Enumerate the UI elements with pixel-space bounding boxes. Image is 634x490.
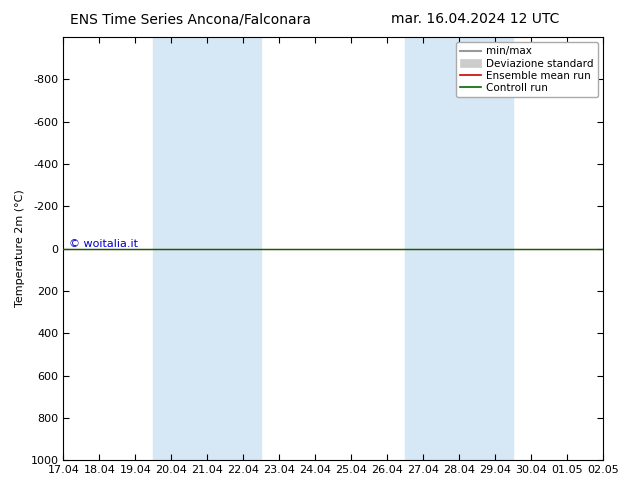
Text: mar. 16.04.2024 12 UTC: mar. 16.04.2024 12 UTC: [391, 12, 560, 26]
Bar: [153, 37, 261, 460]
Text: ENS Time Series Ancona/Falconara: ENS Time Series Ancona/Falconara: [70, 12, 311, 26]
Text: © woitalia.it: © woitalia.it: [69, 239, 138, 248]
Legend: min/max, Deviazione standard, Ensemble mean run, Controll run: min/max, Deviazione standard, Ensemble m…: [456, 42, 598, 97]
Bar: [405, 37, 513, 460]
Y-axis label: Temperature 2m (°C): Temperature 2m (°C): [15, 190, 25, 307]
